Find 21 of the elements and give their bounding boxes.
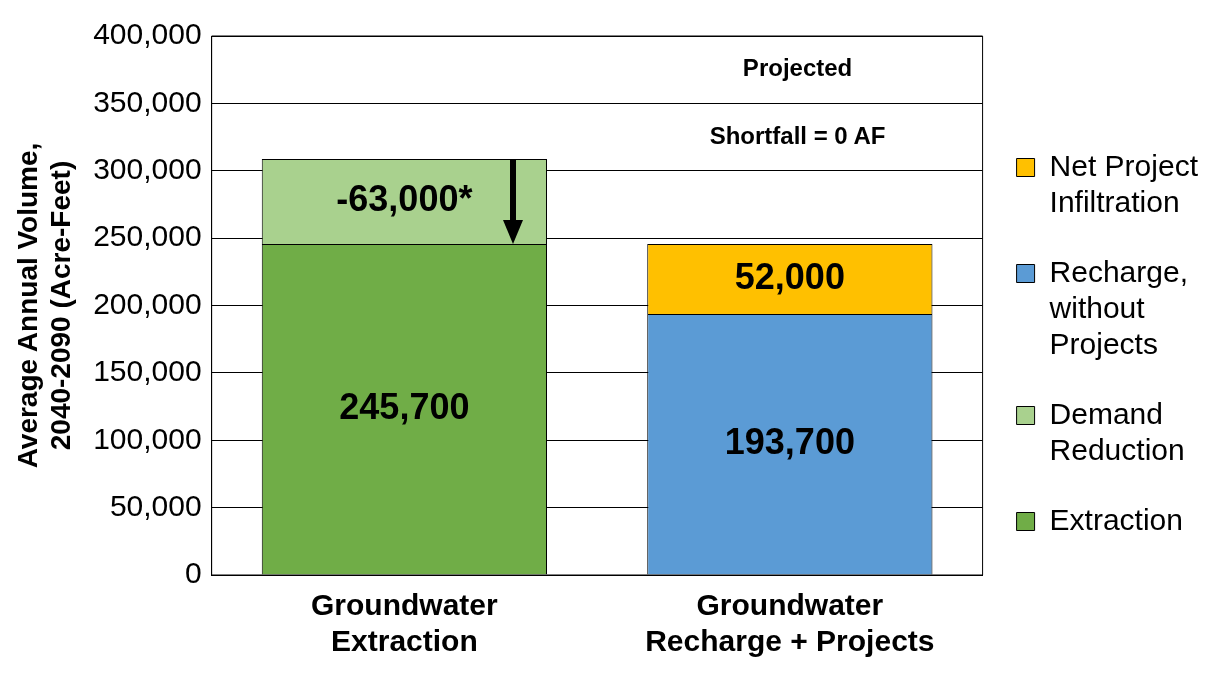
legend-label: Recharge, without Projects	[1048, 254, 1189, 360]
y-tick-label: 350,000	[93, 84, 202, 118]
data-label: 193,700	[724, 421, 855, 463]
y-tick-label: 250,000	[93, 219, 202, 253]
legend-label: Net Project Infiltration	[1049, 148, 1199, 218]
data-label: 245,700	[339, 386, 470, 428]
y-axis-title: Average Annual Volume, 2040-2090 (Acre-Feet)	[11, 142, 77, 469]
y-tick-label: 200,000	[93, 286, 202, 320]
legend-label: Demand Reduction	[1049, 396, 1185, 466]
y-tick-label: 300,000	[93, 152, 202, 186]
data-label: -63,000*	[336, 178, 473, 220]
x-tick-label: Groundwater Recharge + Projects	[645, 588, 935, 658]
y-tick-label: 400,000	[93, 17, 202, 51]
text: Projected Shortfall = 0 AF	[709, 54, 886, 149]
y-tick-label: 100,000	[93, 421, 202, 455]
legend-label: Extraction	[1049, 502, 1183, 536]
data-label: 52,000	[734, 255, 845, 297]
y-tick-label: 50,000	[109, 488, 202, 522]
y-tick-label: 150,000	[93, 354, 202, 388]
x-tick-label: Groundwater Extraction	[311, 588, 499, 658]
y-tick-label: 0	[184, 556, 202, 590]
